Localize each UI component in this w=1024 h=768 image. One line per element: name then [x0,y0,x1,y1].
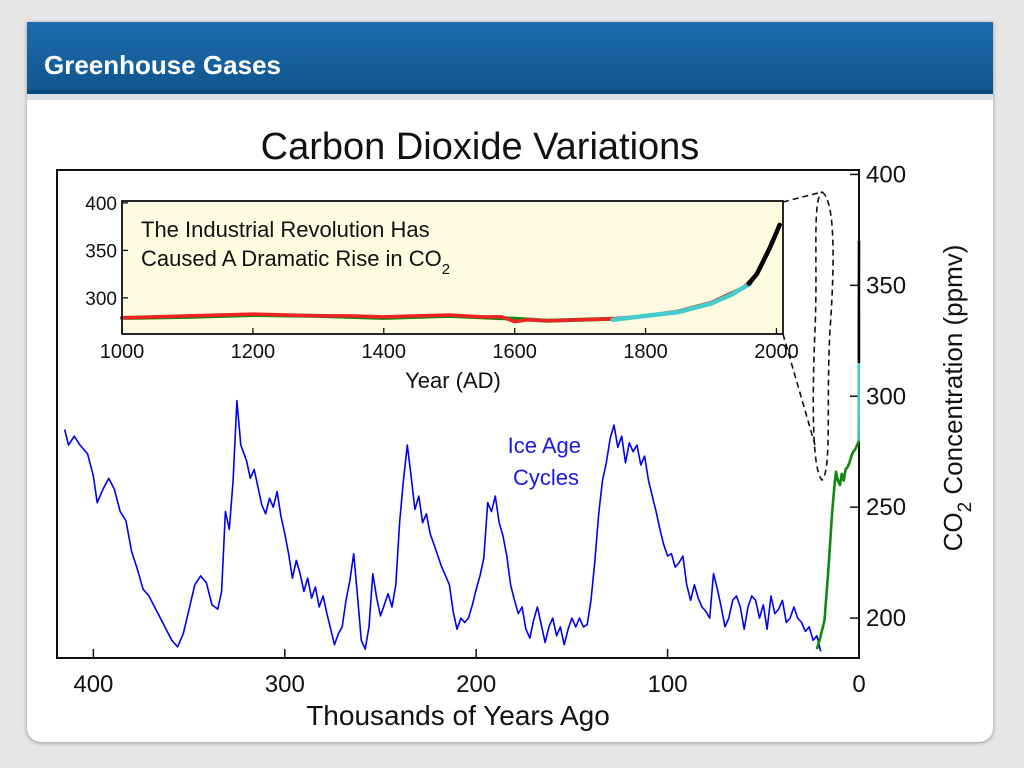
ice-age-annotation-line1: Ice Age [508,433,581,458]
main-x-tick-label: 0 [852,671,865,698]
inset-x-tick-label: 1000 [100,341,145,363]
main-y-tick-label: 300 [866,383,906,410]
ice-age-annotation-line2: Cycles [513,465,579,490]
y-axis-label-subscript: 2 [955,502,976,513]
main-y-tick-label: 350 [866,272,906,299]
main-y-axis-label-text: CO2 Concentration (ppmv) [938,245,976,552]
inset-x-axis-label: Year (AD) [405,368,501,393]
y-axis-label-prefix: CO [938,512,968,551]
inset-annotation-line2-main: Caused A Dramatic Rise in CO [141,246,442,271]
inset-annotation-line1: The Industrial Revolution Has [141,217,430,242]
inset-x-tick-label: 1400 [362,341,407,363]
main-y-tick-label: 400 [866,161,906,188]
slide-title: Greenhouse Gases [44,50,281,80]
main-x-tick-label: 100 [648,671,688,698]
inset-y-tick-label: 300 [85,289,117,310]
main-y-axis-label: CO2 Concentration (ppmv) [938,245,976,552]
inset-annotation-line2: Caused A Dramatic Rise in CO2 [141,246,450,278]
zoom-connector [782,191,834,482]
main-chart-title: Carbon Dioxide Variations [261,126,700,168]
main-y-tick-label: 200 [866,605,906,632]
main-x-tick-label: 200 [456,671,496,698]
inset-axis-ticks: 1000 1200 1400 1600 1800 2000 300 350 400 [85,194,798,363]
inset-x-tick-label: 1600 [492,341,537,363]
main-x-tick-label: 400 [73,671,113,698]
inset-plot-series [120,222,782,324]
main-x-axis-label: Thousands of Years Ago [306,700,610,731]
main-plot-series [63,240,861,652]
slide-card [27,22,993,742]
inset-series-line [610,281,753,323]
main-series-line [63,399,822,652]
main-series-line [815,440,861,650]
main-x-tick-label: 300 [265,671,305,698]
inset-series-line [746,222,782,286]
main-y-tick-label: 250 [866,494,906,521]
inset-annotation-co2-subscript: 2 [442,261,450,278]
inset-x-tick-label: 1200 [231,341,276,363]
inset-x-tick-label: 2000 [754,341,799,363]
y-axis-label-suffix: Concentration (ppmv) [938,245,968,502]
inset-plot-frame [121,200,784,335]
title-bar: Greenhouse Gases [27,22,993,94]
inset-y-tick-label: 350 [85,241,117,262]
inset-y-tick-label: 400 [85,194,117,215]
title-underlay [27,94,993,100]
inset-x-tick-label: 1800 [623,341,668,363]
